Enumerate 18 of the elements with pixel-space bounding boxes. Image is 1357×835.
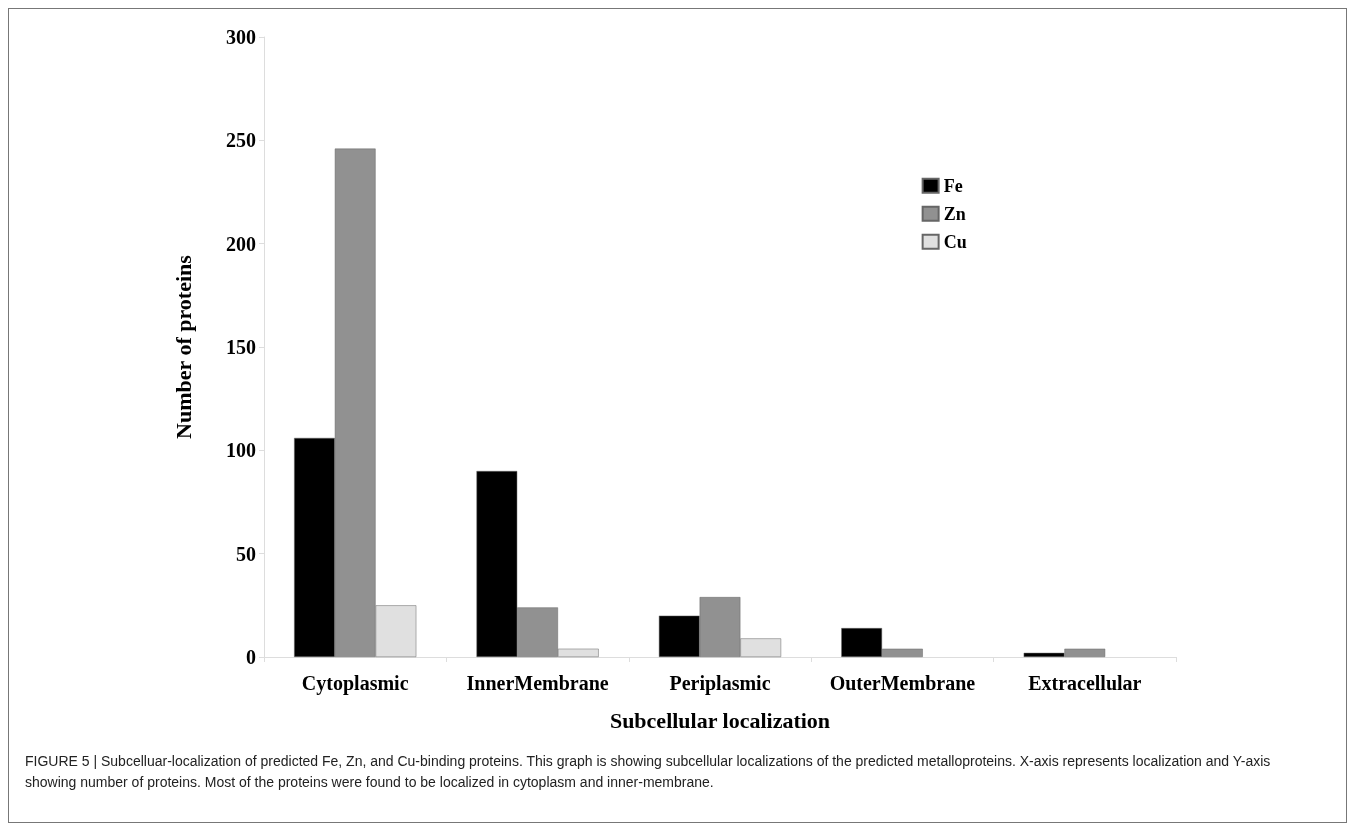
caption: FIGURE 5 | Subcelluar-localization of predicted Fe, Zn, and Cu-binding proteins. This graph is showing subcellular localizations of the predicted metalloproteins. X-axis represents localization and Y-axis showing number of proteins. Most of the proteins were found to be localized in cytoplasm and inner-membrane. [25, 752, 1272, 792]
y-tick-label: 0 [246, 646, 256, 668]
x-tick-label: Periplasmic [669, 672, 771, 695]
x-tick-label: Extracellular [1028, 672, 1142, 694]
legend-label: Fe [943, 175, 963, 196]
x-tick-label: InnerMembrane [466, 672, 609, 694]
x-tick-label: OuterMembrane [829, 672, 976, 694]
legend-label: Zn [943, 203, 966, 224]
y-tick-label: 300 [226, 26, 256, 48]
y-tick-label: 250 [226, 129, 256, 152]
y-tick-label: 100 [226, 439, 256, 462]
y-axis-title: Number of proteins [170, 254, 196, 439]
y-tick-label: 50 [236, 542, 256, 565]
x-tick-label: Cytoplasmic [301, 672, 409, 695]
y-tick-label: 200 [226, 232, 256, 255]
x-axis-title: Subcellular localization [609, 707, 831, 733]
legend-label: Cu [943, 231, 967, 252]
y-tick-label: 150 [226, 336, 256, 358]
